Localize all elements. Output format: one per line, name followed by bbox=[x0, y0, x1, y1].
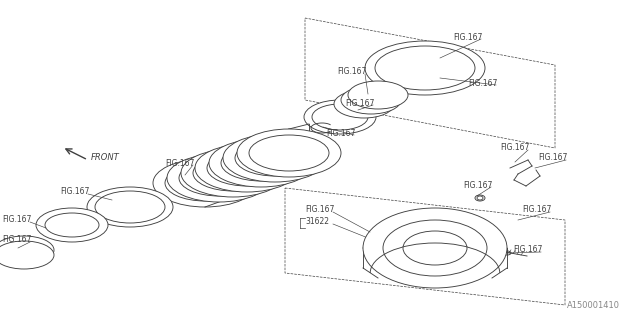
Text: FIG.167: FIG.167 bbox=[538, 154, 568, 163]
Text: FIG.167: FIG.167 bbox=[2, 215, 31, 225]
Ellipse shape bbox=[0, 236, 54, 264]
Ellipse shape bbox=[365, 41, 485, 95]
Text: FIG.167: FIG.167 bbox=[522, 205, 552, 214]
Ellipse shape bbox=[249, 135, 329, 171]
Text: FIG.167: FIG.167 bbox=[326, 129, 355, 138]
Ellipse shape bbox=[237, 129, 341, 177]
Text: FIG.167: FIG.167 bbox=[453, 33, 483, 42]
Text: FRONT: FRONT bbox=[91, 154, 120, 163]
Text: FIG.167: FIG.167 bbox=[165, 158, 195, 167]
Ellipse shape bbox=[304, 100, 376, 134]
Ellipse shape bbox=[375, 46, 475, 90]
Ellipse shape bbox=[207, 150, 287, 186]
Ellipse shape bbox=[363, 208, 507, 288]
Ellipse shape bbox=[87, 187, 173, 227]
Ellipse shape bbox=[195, 144, 299, 192]
Ellipse shape bbox=[348, 81, 408, 109]
Text: FIG.167: FIG.167 bbox=[2, 236, 31, 244]
Ellipse shape bbox=[221, 145, 301, 181]
Text: FIG.167: FIG.167 bbox=[337, 68, 366, 76]
Text: FIG.167: FIG.167 bbox=[513, 245, 542, 254]
Ellipse shape bbox=[179, 160, 259, 196]
Ellipse shape bbox=[383, 220, 487, 276]
Text: 31622: 31622 bbox=[305, 218, 329, 227]
Text: FIG.167: FIG.167 bbox=[345, 99, 374, 108]
Ellipse shape bbox=[312, 104, 368, 130]
Text: FIG.167: FIG.167 bbox=[60, 188, 90, 196]
Ellipse shape bbox=[209, 139, 313, 187]
Ellipse shape bbox=[45, 213, 99, 237]
Text: A150001410: A150001410 bbox=[567, 301, 620, 310]
Text: FIG.167: FIG.167 bbox=[500, 143, 529, 153]
Ellipse shape bbox=[334, 90, 394, 118]
Text: FIG.167: FIG.167 bbox=[468, 78, 497, 87]
Ellipse shape bbox=[193, 155, 273, 191]
Ellipse shape bbox=[181, 149, 285, 197]
Ellipse shape bbox=[167, 154, 271, 202]
Ellipse shape bbox=[341, 86, 401, 114]
Ellipse shape bbox=[0, 241, 54, 269]
Ellipse shape bbox=[36, 208, 108, 242]
Ellipse shape bbox=[235, 140, 315, 176]
Text: FIG.167: FIG.167 bbox=[305, 205, 334, 214]
Ellipse shape bbox=[403, 231, 467, 265]
Text: FIG.167: FIG.167 bbox=[463, 180, 492, 189]
Ellipse shape bbox=[165, 165, 245, 201]
Ellipse shape bbox=[153, 159, 257, 207]
Ellipse shape bbox=[95, 191, 165, 223]
Ellipse shape bbox=[223, 134, 327, 182]
